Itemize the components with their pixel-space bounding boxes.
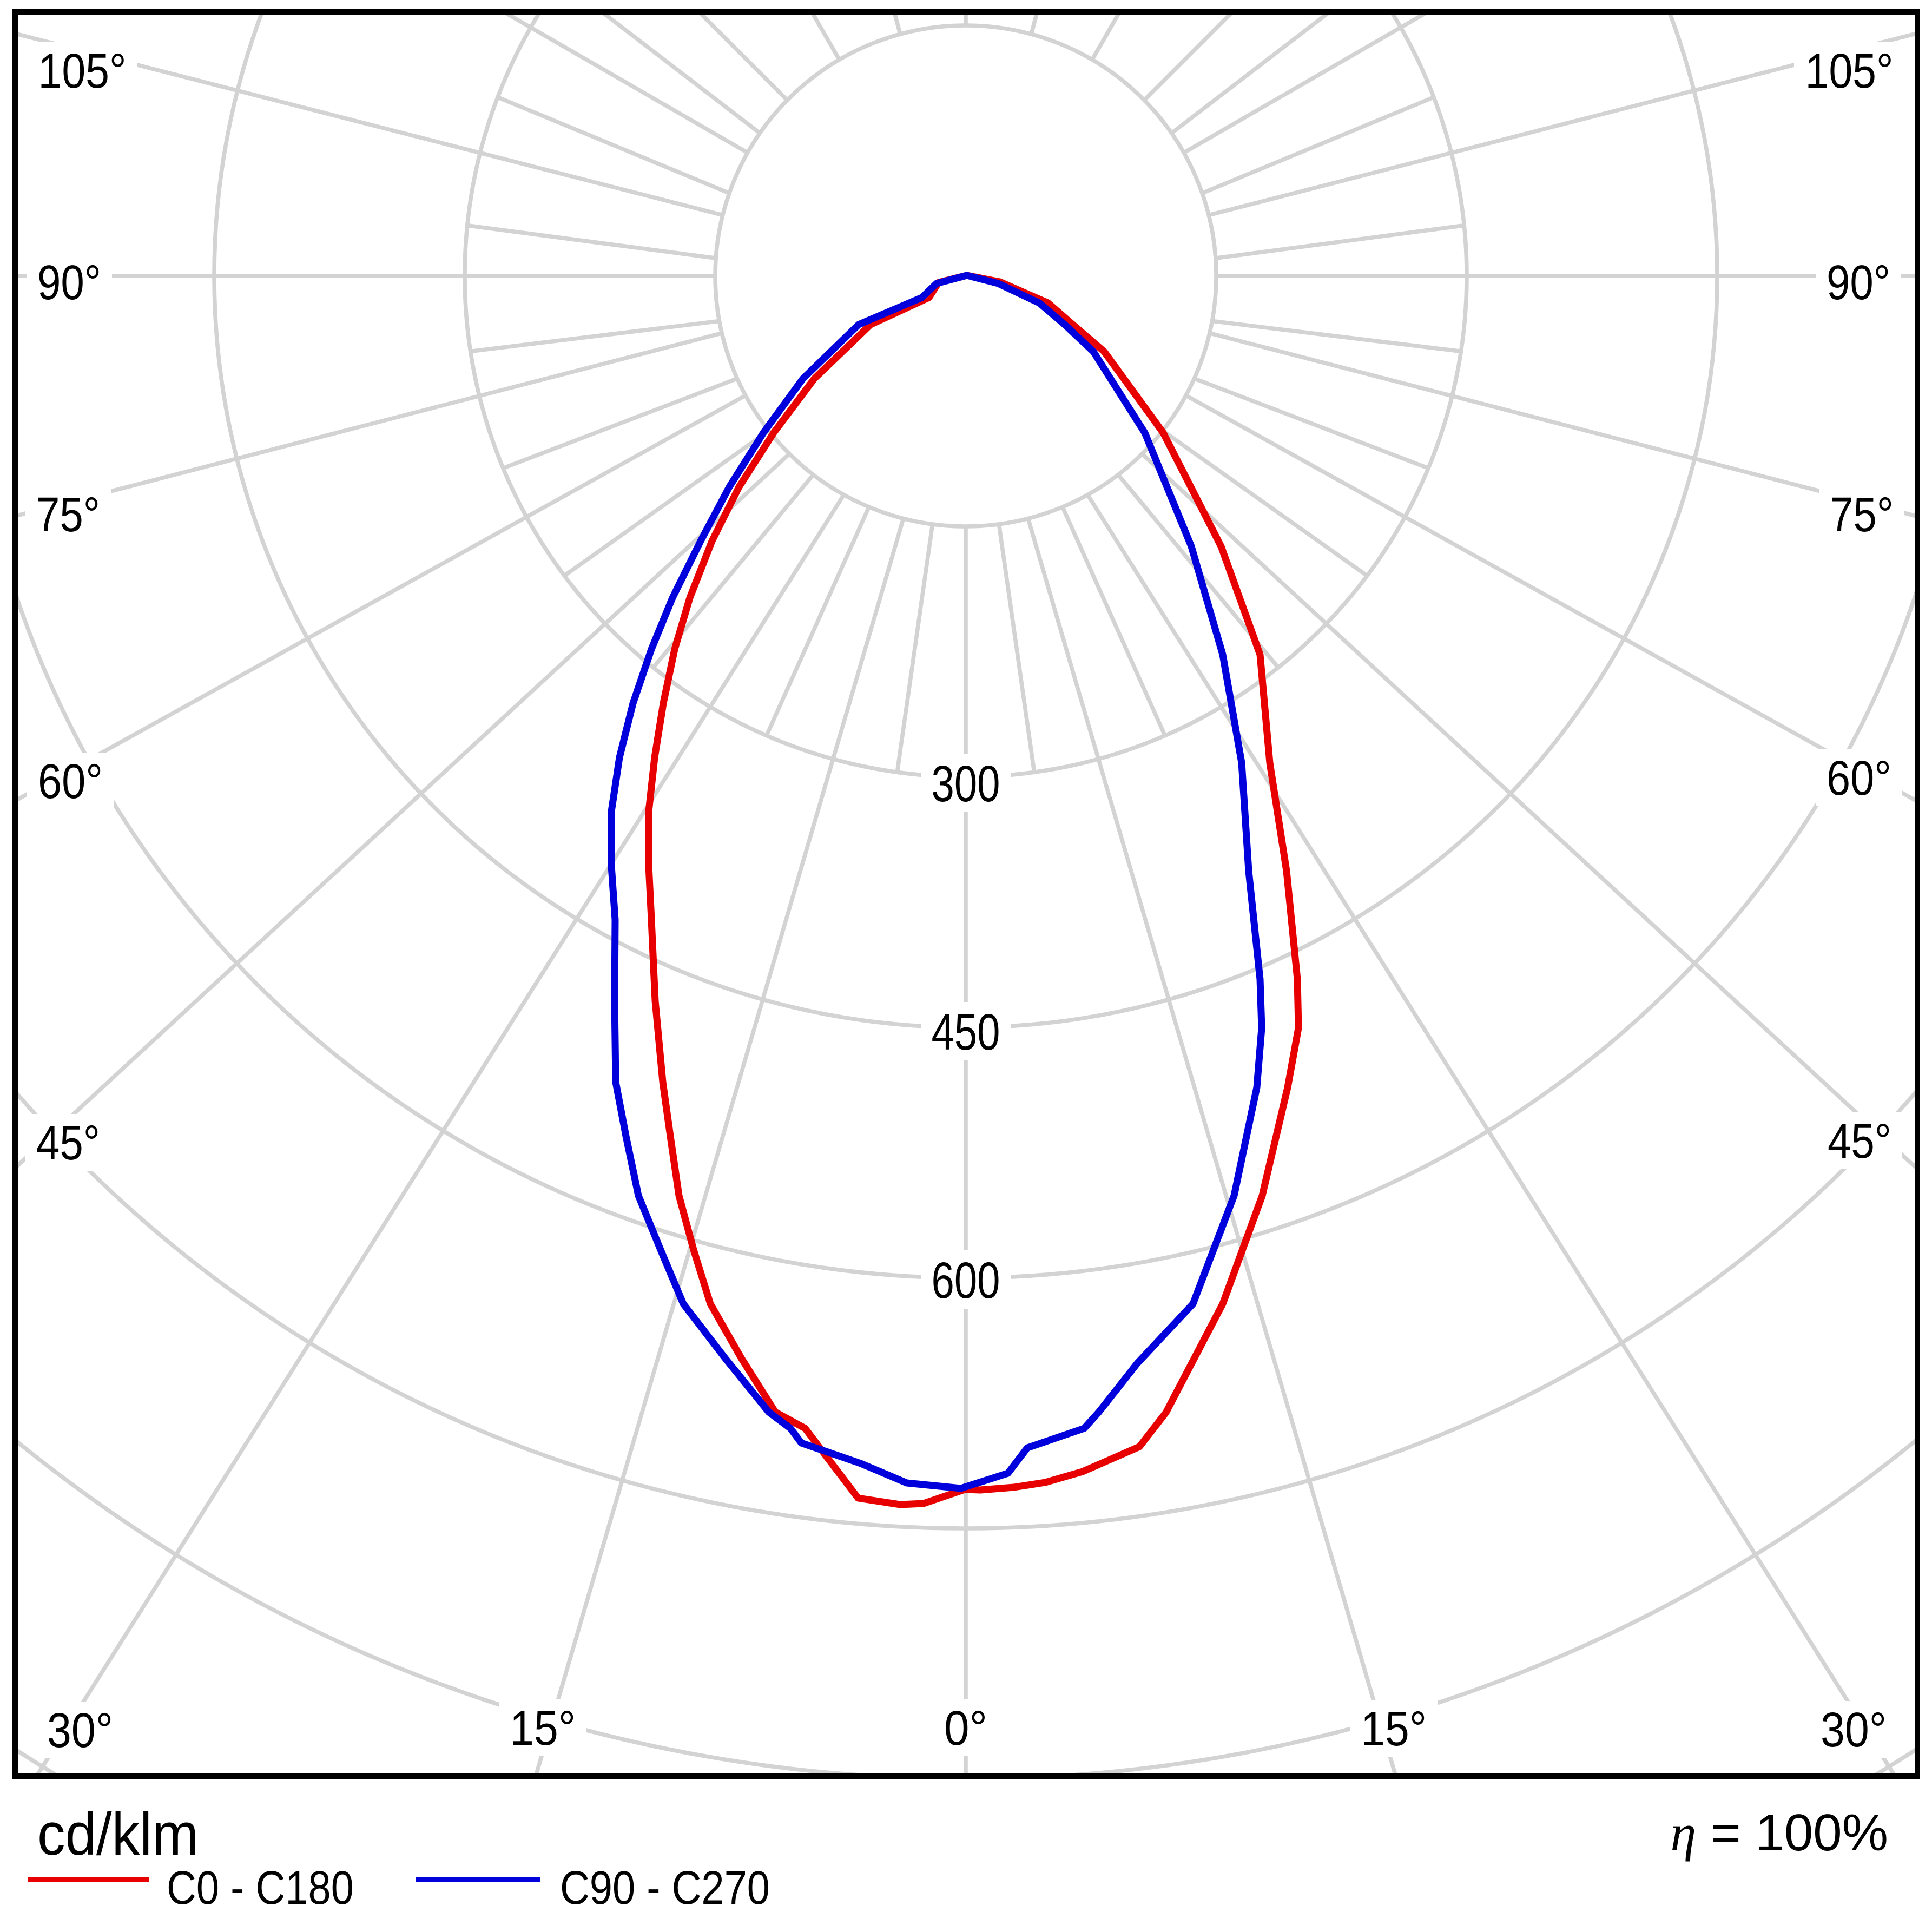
svg-text:η = 100%: η = 100% <box>1670 1804 1888 1862</box>
svg-text:15°: 15° <box>1361 1702 1427 1756</box>
svg-text:105°: 105° <box>38 44 127 98</box>
svg-text:0°: 0° <box>944 1702 987 1756</box>
svg-text:60°: 60° <box>38 755 103 809</box>
svg-text:45°: 45° <box>1828 1115 1891 1169</box>
svg-text:30°: 30° <box>47 1704 113 1758</box>
svg-text:105°: 105° <box>1805 44 1894 98</box>
svg-text:450: 450 <box>932 1004 1000 1061</box>
svg-text:30°: 30° <box>1821 1703 1887 1757</box>
svg-text:75°: 75° <box>1830 488 1894 542</box>
svg-text:600: 600 <box>932 1252 1000 1309</box>
svg-text:cd/klm: cd/klm <box>37 1801 199 1868</box>
svg-text:90°: 90° <box>37 256 101 310</box>
svg-text:C90 - C270: C90 - C270 <box>560 1862 770 1914</box>
svg-text:15°: 15° <box>510 1702 576 1756</box>
svg-text:75°: 75° <box>36 488 100 542</box>
svg-text:60°: 60° <box>1827 751 1891 806</box>
svg-text:45°: 45° <box>36 1116 100 1170</box>
svg-text:300: 300 <box>932 755 1000 813</box>
svg-text:90°: 90° <box>1827 256 1890 310</box>
svg-text:C0 - C180: C0 - C180 <box>167 1862 354 1914</box>
